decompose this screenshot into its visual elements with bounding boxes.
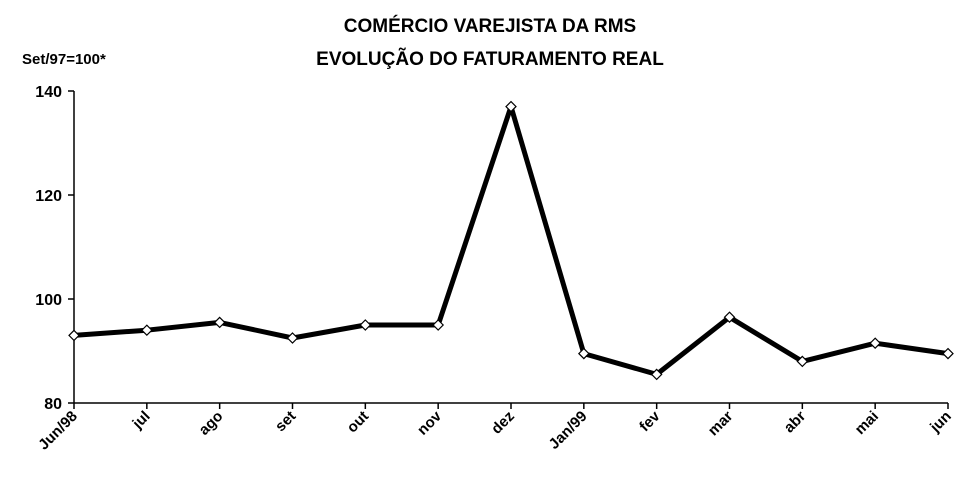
chart-subtitle: EVOLUÇÃO DO FATURAMENTO REAL — [316, 48, 664, 70]
x-tick-label: jul — [129, 408, 154, 433]
x-tick-label: mar — [705, 408, 737, 440]
data-point — [577, 347, 590, 360]
x-tick-label: Jan/99 — [546, 408, 591, 453]
data-point — [140, 324, 153, 337]
x-tick-label: abr — [781, 408, 810, 437]
data-point — [796, 355, 809, 368]
data-point — [286, 332, 299, 344]
x-tick-label: nov — [414, 407, 445, 438]
x-tick-label: dez — [488, 408, 518, 438]
chart-title: COMÉRCIO VAREJISTA DA RMS — [344, 15, 636, 37]
x-tick-label: out — [344, 408, 373, 437]
x-tick-label: mai — [852, 408, 882, 438]
data-point — [942, 347, 954, 360]
y-tick-label: 120 — [35, 188, 62, 205]
data-point — [359, 319, 372, 331]
x-tick-label: ago — [196, 408, 227, 439]
x-tick-label: fev — [636, 407, 664, 435]
x-tick-label: set — [272, 408, 299, 435]
data-point — [505, 100, 517, 113]
data-line — [73, 104, 949, 377]
y-tick-label: 80 — [44, 396, 62, 413]
x-tick-label: jun — [926, 408, 955, 437]
data-point — [650, 368, 663, 381]
y-tick-label: 100 — [35, 292, 62, 309]
y-tick-label: 140 — [35, 84, 62, 101]
y-axis-label: Set/97=100* — [22, 51, 106, 68]
data-point — [213, 316, 226, 329]
data-point — [68, 329, 80, 342]
data-point — [869, 337, 882, 350]
x-tick-label: Jun/98 — [35, 408, 81, 454]
data-point — [432, 319, 445, 331]
data-point — [723, 311, 736, 324]
